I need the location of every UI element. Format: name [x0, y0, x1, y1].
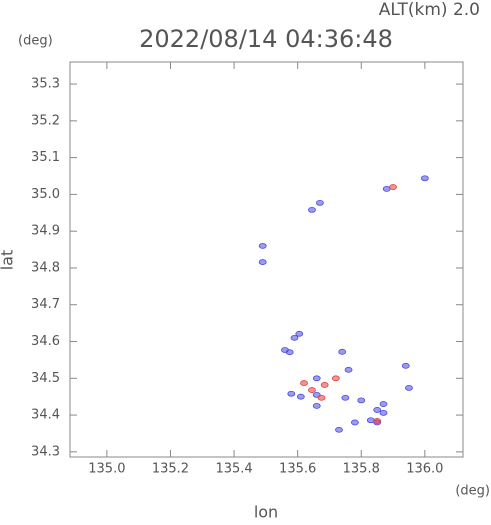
y-tick-label: 34.4 [31, 408, 60, 423]
plot-frame [69, 61, 464, 458]
echo-blob [401, 362, 410, 369]
echo-blob [420, 175, 429, 182]
echo-blob [258, 259, 267, 265]
echo-blob [405, 384, 413, 391]
y-tick-label: 34.3 [31, 444, 60, 459]
echo-blob [344, 366, 353, 373]
y-tick-label: 35.1 [31, 150, 60, 165]
x-tick-label: 135.4 [215, 462, 252, 477]
echo-blob [308, 206, 316, 213]
echo-blob [338, 348, 347, 355]
echo-blob [366, 417, 375, 424]
echo-blob [295, 330, 304, 337]
echo-blob [290, 334, 299, 341]
echo-blob [312, 402, 321, 409]
echo-blob [285, 349, 294, 356]
chart-title: 2022/08/14 04:36:48 [139, 25, 393, 53]
echo-blob [379, 401, 388, 407]
echo-blob [382, 185, 391, 192]
y-tick-label: 34.8 [31, 260, 60, 275]
echo-blob [312, 375, 321, 382]
echo-blob [287, 390, 296, 397]
echo-blob [357, 397, 366, 404]
x-tick-label: 136.0 [406, 462, 443, 477]
echo-blob [317, 394, 326, 401]
echo-blob [373, 407, 382, 413]
y-unit: (deg) [18, 34, 53, 49]
x-tick-label: 135.8 [343, 462, 380, 477]
y-tick-label: 34.9 [31, 224, 60, 239]
echo-blob [320, 382, 329, 388]
echo-blob [316, 199, 324, 206]
echo-blob [308, 387, 316, 393]
y-tick-label: 34.6 [31, 334, 60, 349]
echo-blob [335, 426, 343, 433]
x-axis-label: lon [254, 503, 278, 522]
y-tick-label: 34.7 [31, 297, 60, 312]
echo-blob [331, 375, 340, 382]
x-tick-label: 135.0 [88, 462, 125, 477]
y-tick-label: 35.0 [31, 187, 60, 202]
y-axis-label: lat [0, 250, 17, 271]
alt-label: ALT(km) 2.0 [379, 0, 480, 20]
echo-blob [373, 418, 382, 424]
echo-blob [341, 394, 350, 401]
x-unit: (deg) [455, 484, 490, 499]
x-tick-label: 135.2 [152, 462, 189, 477]
echo-blob [296, 393, 305, 400]
x-tick-label: 135.6 [279, 462, 316, 477]
y-tick-label: 35.2 [31, 113, 60, 128]
echo-blob [350, 419, 359, 426]
echo-blob [300, 380, 308, 386]
echo-blob [258, 242, 267, 249]
y-tick-label: 34.5 [31, 371, 60, 386]
y-tick-label: 35.3 [31, 77, 60, 92]
echo-blob [379, 409, 388, 416]
echo-blob [389, 184, 397, 190]
